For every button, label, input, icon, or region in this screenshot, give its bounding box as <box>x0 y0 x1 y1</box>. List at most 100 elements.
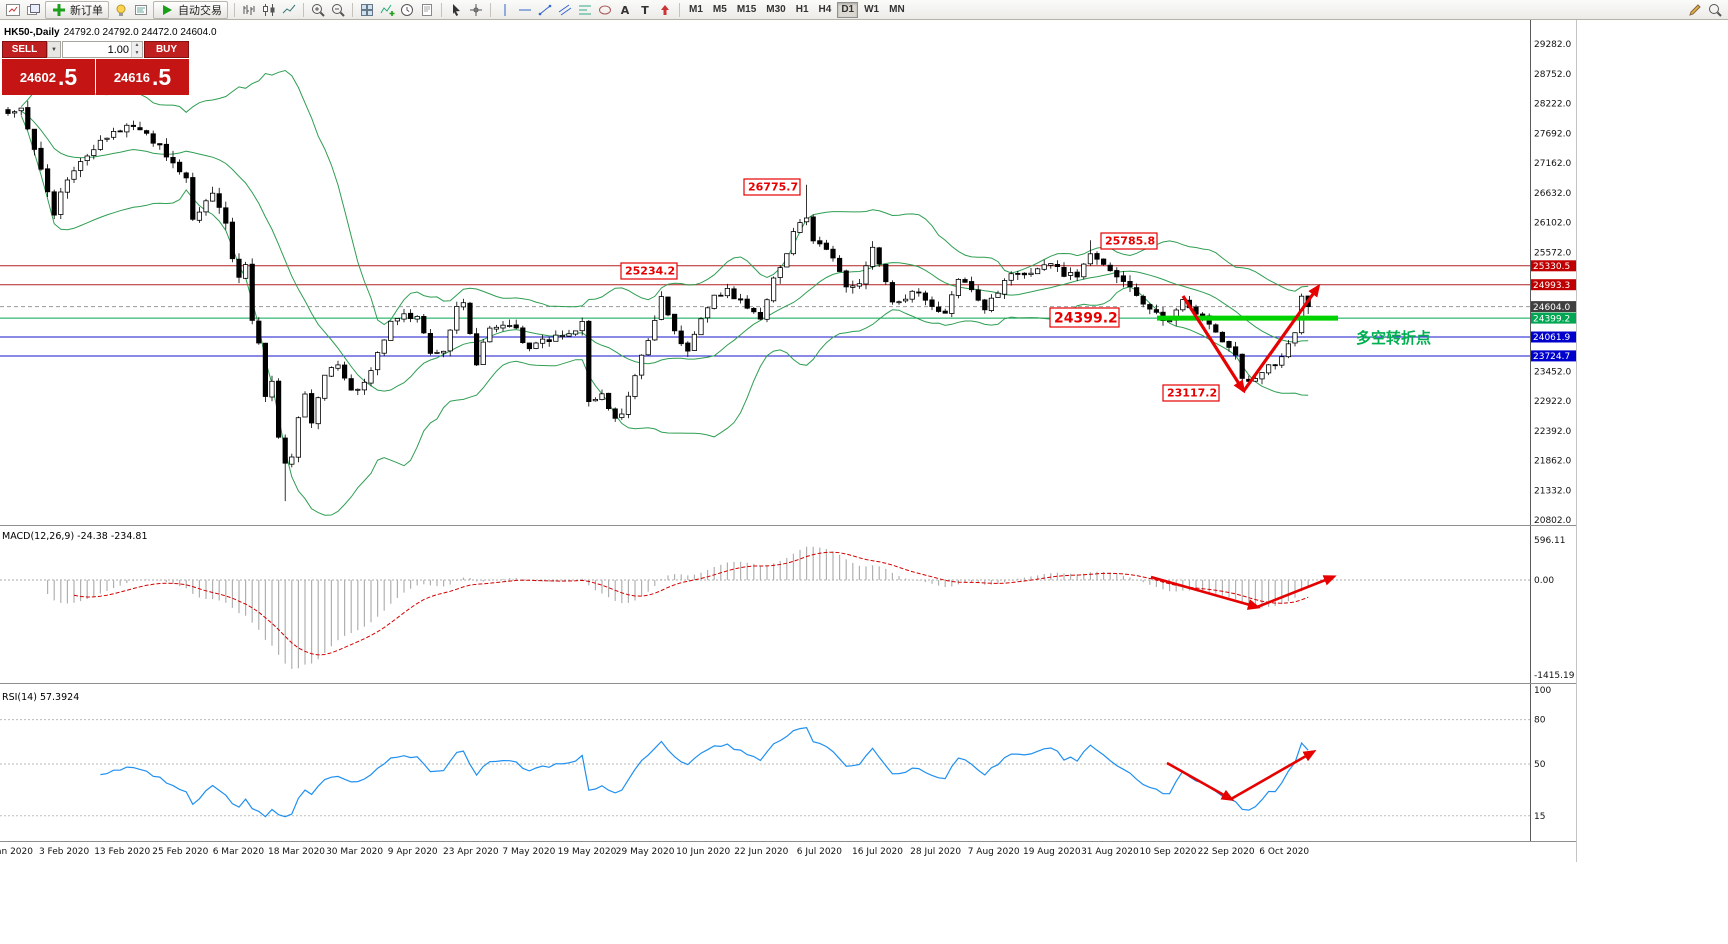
timeframe-h4[interactable]: H4 <box>815 2 836 18</box>
macd-axis-label: 0.00 <box>1534 576 1554 586</box>
date-label: 19 May 2020 <box>558 847 617 857</box>
new-order-button-icon <box>51 2 67 18</box>
chart-objects: 26775.7 25785.8 25234.2 24399.2 23117.2 多空转折点 <box>620 178 1431 402</box>
date-label: 10 Sep 2020 <box>1139 847 1196 857</box>
one-click-controls: SELL ▼ 1.00 ▲ ▼ BUY <box>2 41 189 58</box>
price-tick-label: 27162.0 <box>1534 159 1571 169</box>
timeframe-d1[interactable]: D1 <box>837 1 859 18</box>
timeframe-m1[interactable]: M1 <box>685 2 707 18</box>
sell-price-display[interactable]: 24602.5 <box>2 59 95 95</box>
timeframe-m5[interactable]: M5 <box>709 2 731 18</box>
main-chart-pane <box>0 69 1530 516</box>
price-tick-label: 29282.0 <box>1534 40 1571 50</box>
price-tick-label: 28752.0 <box>1534 70 1571 80</box>
macd-signal-line <box>73 551 1309 656</box>
date-label: 19 Aug 2020 <box>1023 847 1081 857</box>
profiles-icon[interactable] <box>23 1 43 19</box>
rsi-title: RSI(14) 57.3924 <box>2 692 79 703</box>
fibonacci-icon[interactable] <box>575 1 595 19</box>
price-tick-label: 22922.0 <box>1534 397 1571 407</box>
autotrading-button-label: 自动交易 <box>178 4 222 17</box>
trend-arrow-main-1[interactable] <box>1181 295 1246 394</box>
rsi-pane: RSI(14) 57.3924 100 80 50 15 <box>0 686 1551 822</box>
line-chart-icon[interactable] <box>279 1 299 19</box>
autotrading-button[interactable]: 自动交易 <box>153 0 228 19</box>
timeframe-mn[interactable]: MN <box>885 2 909 18</box>
bollinger-middle-band <box>20 110 1309 392</box>
toolbar-separator <box>303 2 304 17</box>
shapes-icon[interactable] <box>595 1 615 19</box>
price-callout-box[interactable] <box>743 178 801 196</box>
new-order-button[interactable]: 新订单 <box>45 0 109 19</box>
buy-button[interactable]: BUY <box>144 41 189 58</box>
price-callout-box[interactable] <box>620 262 678 280</box>
quick-edit-icon[interactable] <box>1685 1 1705 19</box>
tile-windows-icon[interactable] <box>357 1 377 19</box>
trend-arrow-main-2[interactable] <box>1241 283 1321 393</box>
price-axis-badge-24604.0 <box>1531 301 1576 313</box>
buy-price-display[interactable]: 24616.5 <box>96 59 189 95</box>
horizontal-line-icon[interactable] <box>515 1 535 19</box>
date-label: 18 Mar 2020 <box>268 847 325 857</box>
charts-window-icon[interactable] <box>3 1 23 19</box>
date-label: 7 Aug 2020 <box>968 847 1020 857</box>
date-label: 29 May 2020 <box>616 847 675 857</box>
metaeditor-icon[interactable] <box>111 1 131 19</box>
crosshair-icon[interactable] <box>466 1 486 19</box>
candlestick-chart-icon[interactable] <box>259 1 279 19</box>
volume-down-icon[interactable]: ▼ <box>132 49 142 57</box>
timeframe-m30[interactable]: M30 <box>762 2 789 18</box>
vertical-line-icon[interactable] <box>495 1 515 19</box>
periods-icon[interactable] <box>397 1 417 19</box>
price-tick-label: 20802.0 <box>1534 516 1571 526</box>
date-label: 6 Jul 2020 <box>797 847 842 857</box>
channel-icon[interactable] <box>555 1 575 19</box>
arrows-icon[interactable] <box>655 1 675 19</box>
zoom-out-icon[interactable] <box>328 1 348 19</box>
quick-search-icon[interactable] <box>1705 1 1725 19</box>
trend-arrow-macd-2[interactable] <box>1256 575 1337 609</box>
price-axis-badge-25330.5 <box>1531 260 1576 272</box>
date-label: 30 Mar 2020 <box>326 847 383 857</box>
toolbar-separator <box>679 2 680 17</box>
date-label: 10 Jun 2020 <box>676 847 730 857</box>
price-callout-box[interactable] <box>1049 307 1120 328</box>
volume-field[interactable]: 1.00 ▲ ▼ <box>62 41 143 58</box>
volume-up-icon[interactable]: ▲ <box>132 42 142 50</box>
timeframe-m15[interactable]: M15 <box>733 2 760 18</box>
price-callout-text: 24399.2 <box>1054 311 1118 327</box>
date-label: 31 Aug 2020 <box>1081 847 1139 857</box>
timeframe-w1[interactable]: W1 <box>860 2 883 18</box>
terminal-window-icon[interactable] <box>131 1 151 19</box>
price-axis-badge-text: 23724.7 <box>1533 352 1570 362</box>
order-type-caret-icon[interactable]: ▼ <box>47 41 61 58</box>
price-axis-badge-text: 24993.3 <box>1533 281 1570 291</box>
rsi-line <box>100 726 1309 818</box>
timeframe-h1[interactable]: H1 <box>792 2 813 18</box>
trend-arrow-macd-1[interactable] <box>1150 575 1261 610</box>
bar-chart-icon[interactable] <box>239 1 259 19</box>
turning-point-label[interactable]: 多空转折点 <box>1356 329 1431 347</box>
cursor-icon[interactable] <box>446 1 466 19</box>
macd-title: MACD(12,26,9) -24.38 -234.81 <box>2 531 147 542</box>
price-tick-label: 27692.0 <box>1534 129 1571 139</box>
templates-icon[interactable] <box>417 1 437 19</box>
price-callout-box[interactable] <box>1162 384 1220 402</box>
label-icon[interactable]: T <box>635 1 655 19</box>
price-axis-badge-24993.3 <box>1531 279 1576 291</box>
date-label: 7 May 2020 <box>502 847 555 857</box>
indicators-icon[interactable] <box>377 1 397 19</box>
symbol-name: HK50-,Daily <box>4 27 60 38</box>
text-icon[interactable]: A <box>615 1 635 19</box>
top-toolbar: 新订单 自动交易 A T M1 M5 M15 M30 H1 H4 D1 W1 MN <box>0 0 1728 20</box>
price-axis-badge-24061.9 <box>1531 331 1576 343</box>
trendline-icon[interactable] <box>535 1 555 19</box>
sell-button[interactable]: SELL <box>2 41 47 58</box>
volume-value: 1.00 <box>107 44 129 56</box>
volume-stepper[interactable]: ▲ ▼ <box>131 42 142 57</box>
price-callout-box[interactable] <box>1100 232 1158 250</box>
price-callout-text: 23117.2 <box>1167 387 1217 400</box>
trend-arrow-rsi-1[interactable] <box>1166 761 1235 801</box>
zoom-in-icon[interactable] <box>308 1 328 19</box>
trend-arrow-rsi-2[interactable] <box>1230 750 1317 801</box>
